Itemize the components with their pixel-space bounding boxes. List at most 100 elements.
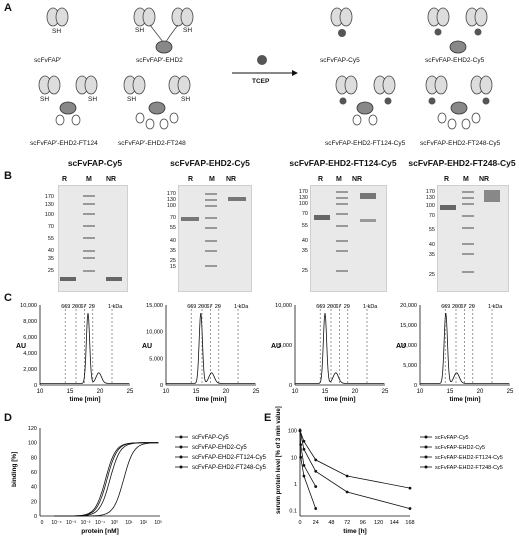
data-point [302,474,306,478]
size-marker-label: 669 [316,304,325,310]
mw-marker: 15 [169,264,176,270]
x-tick-label: 144 [390,520,399,526]
legend-marker [179,455,183,459]
y-tick-label: 4,000 [23,351,37,357]
legend-marker [179,435,183,439]
legend-label: scFvFAP-EHD2-FT248-Cy5 [192,465,267,471]
binding-curve [54,442,159,517]
mw-marker: 100 [298,201,308,207]
gel-bands [440,190,500,273]
data-point [314,507,318,510]
construct-label: scFvFAP'-EHD2 [136,57,183,64]
panel-letter-d: D [4,412,12,424]
x-tick-label: 15 [193,389,200,395]
mw-marker: 70 [428,213,435,219]
x-tick-label: 25 [382,389,389,395]
mw-marker: 70 [47,224,54,230]
y-tick-label: 0 [289,383,292,389]
mw-marker: 100 [425,203,435,209]
y-tick-label: 8,000 [23,319,37,325]
x-tick-label: 15 [322,389,329,395]
y-tick-label: 20 [31,499,37,505]
chromatogram-trace [40,312,130,384]
binding-curve [54,442,159,517]
sh-label: SH [127,96,137,103]
y-tick-label: 10,000 [400,343,417,349]
mw-marker: 130 [44,202,54,208]
construct-label: scFvFAP' [34,57,62,64]
legend-label: scFvFAP-EHD2-Cy5 [435,445,485,451]
mw-marker: 35 [47,256,54,262]
size-marker-label: 67 [80,304,86,310]
size-marker-label: 1 kDa [363,304,378,310]
construct-label: scFvFAP-EHD2-Cy5 [425,57,485,64]
panel-letter-a: A [4,2,12,14]
y-tick-label: 10,000 [20,303,37,309]
chromatogram-trace [166,312,256,384]
x-tick-label: 25 [253,389,260,395]
x-axis-label: time [min] [195,396,226,403]
size-marker-label: 67 [460,304,466,310]
construct-label: scFvFAP-EHD2-FT124-Cy5 [325,140,406,147]
y-tick-label: 0 [34,514,37,520]
construct-scfvfap-ehd2 [133,7,194,54]
y-tick-label: 5,000 [403,363,417,369]
construct-label: scFvFAP-Cy5 [320,57,360,64]
lane-label: NR [226,176,237,183]
gel-bands [314,191,376,272]
y-tick-label: 20,000 [400,303,417,309]
lane-label: R [62,176,68,183]
legend-marker [179,465,183,469]
y-axis-label: binding [%] [11,452,18,487]
size-marker-label: 200 [327,304,336,310]
y-axis-label: AU [16,343,26,350]
x-tick-label: 0 [41,520,44,526]
lane-label: R [188,176,194,183]
legend-marker [424,435,428,439]
y-tick-label: 40 [31,485,37,491]
mw-marker: 130 [298,195,308,201]
x-tick-label: 10³ [154,520,162,526]
size-marker-label: 67 [206,304,212,310]
x-tick-label: 10 [417,389,424,395]
x-tick-label: 10 [163,389,170,395]
x-axis-label: protein [nM] [81,528,119,535]
x-tick-label: 10⁰ [111,520,119,526]
chromatogram-trace [295,312,385,384]
gel-title: scFvFAP-EHD2-Cy5 [170,158,250,168]
panel-letter-c: C [4,292,12,304]
legend-label: scFvFAP-EHD2-FT124-Cy5 [435,455,503,461]
y-axis-label: AU [142,343,152,350]
size-marker-label: 669 [187,304,196,310]
mw-marker: 25 [169,258,176,264]
x-axis-label: time [min] [449,396,480,403]
y-tick-label: 2,000 [23,367,37,373]
size-marker-label: 29 [344,304,350,310]
legend-label: scFvFAP-Cy5 [192,435,229,441]
mw-marker: 170 [44,194,54,200]
data-point [314,469,318,473]
x-tick-label: 15 [447,389,454,395]
mw-marker: 35 [428,252,435,258]
construct-label: scFvFAP'-EHD2-FT124 [30,140,98,147]
y-axis-label: AU [271,343,281,350]
legend-marker [424,445,428,449]
serum-curve [299,430,411,509]
lane-label: R [444,176,450,183]
y-tick-label: 0 [34,383,37,389]
x-tick-label: 168 [405,520,414,526]
x-tick-label: 10⁻³ [66,520,76,526]
y-tick-label: 10 [291,455,297,461]
mw-marker: 55 [47,236,54,242]
data-point [302,439,306,443]
mw-marker: 25 [47,268,54,274]
x-tick-label: 24 [313,520,319,526]
y-tick-label: 100 [288,429,297,435]
y-tick-label: 80 [31,455,37,461]
x-axis-label: time [h] [343,528,366,535]
construct-label: scFvFAP'-EHD2-FT248 [118,140,186,147]
size-marker-label: 669 [61,304,70,310]
mw-marker: 25 [301,268,308,274]
legend-marker [424,455,428,459]
mw-marker: 40 [428,242,435,248]
